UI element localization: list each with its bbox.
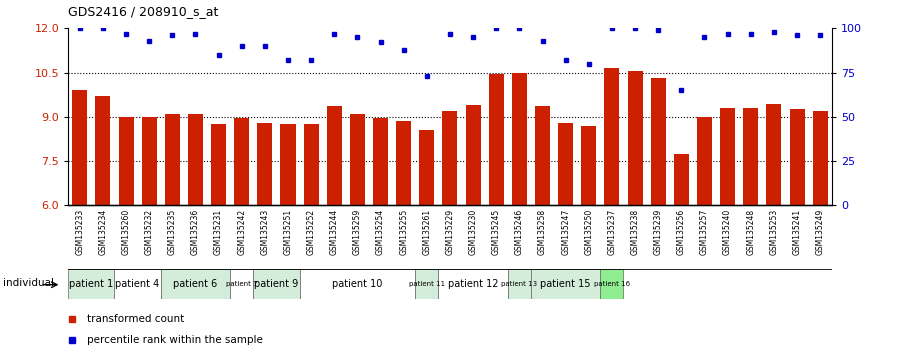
Bar [72, 90, 87, 205]
Text: GSM135249: GSM135249 [815, 209, 824, 255]
Bar [188, 114, 203, 205]
Text: patient 4: patient 4 [115, 279, 160, 289]
Bar [373, 118, 388, 205]
Text: GSM135253: GSM135253 [769, 209, 778, 255]
Bar [604, 68, 619, 205]
Bar [508, 269, 531, 299]
Text: GSM135238: GSM135238 [631, 209, 640, 255]
Bar [415, 269, 438, 299]
Bar [396, 121, 411, 205]
Bar [235, 118, 249, 205]
Text: GSM135237: GSM135237 [607, 209, 616, 255]
Text: GSM135233: GSM135233 [75, 209, 85, 255]
Text: GSM135251: GSM135251 [284, 209, 293, 255]
Text: GSM135232: GSM135232 [145, 209, 154, 255]
Text: transformed count: transformed count [87, 314, 185, 324]
Text: GDS2416 / 208910_s_at: GDS2416 / 208910_s_at [68, 5, 218, 18]
Text: patient 11: patient 11 [409, 281, 445, 287]
Text: GSM135234: GSM135234 [98, 209, 107, 255]
Bar [512, 73, 527, 205]
Bar [581, 126, 596, 205]
Bar [600, 269, 624, 299]
Text: percentile rank within the sample: percentile rank within the sample [87, 335, 263, 345]
Text: GSM135229: GSM135229 [445, 209, 454, 255]
Text: patient 12: patient 12 [448, 279, 498, 289]
Bar [68, 269, 115, 299]
Bar [161, 269, 230, 299]
Bar [651, 79, 665, 205]
Text: GSM135252: GSM135252 [306, 209, 315, 255]
Bar [211, 124, 226, 205]
Bar [230, 269, 254, 299]
Bar [535, 107, 550, 205]
Bar [257, 123, 273, 205]
Bar [443, 111, 457, 205]
Text: GSM135246: GSM135246 [514, 209, 524, 255]
Text: GSM135261: GSM135261 [423, 209, 431, 255]
Text: GSM135241: GSM135241 [793, 209, 802, 255]
Text: patient 16: patient 16 [594, 281, 630, 287]
Text: GSM135236: GSM135236 [191, 209, 200, 255]
Text: GSM135254: GSM135254 [376, 209, 385, 255]
Bar [790, 109, 804, 205]
Text: GSM135257: GSM135257 [700, 209, 709, 255]
Bar [115, 269, 161, 299]
Text: GSM135244: GSM135244 [330, 209, 339, 255]
Text: GSM135260: GSM135260 [122, 209, 131, 255]
Bar [300, 269, 415, 299]
Text: patient 10: patient 10 [332, 279, 383, 289]
Text: GSM135248: GSM135248 [746, 209, 755, 255]
Bar [165, 114, 180, 205]
Text: GSM135240: GSM135240 [724, 209, 732, 255]
Text: GSM135242: GSM135242 [237, 209, 246, 255]
Bar [326, 107, 342, 205]
Text: patient 1: patient 1 [69, 279, 114, 289]
Bar [419, 130, 435, 205]
Bar [438, 269, 508, 299]
Bar [744, 108, 758, 205]
Text: GSM135245: GSM135245 [492, 209, 501, 255]
Text: GSM135230: GSM135230 [469, 209, 477, 255]
Text: GSM135235: GSM135235 [168, 209, 176, 255]
Bar [350, 114, 365, 205]
Bar [142, 117, 156, 205]
Bar [627, 71, 643, 205]
Text: GSM135256: GSM135256 [677, 209, 685, 255]
Bar [531, 269, 600, 299]
Bar [674, 154, 689, 205]
Bar [95, 96, 110, 205]
Text: GSM135255: GSM135255 [399, 209, 408, 255]
Text: GSM135231: GSM135231 [215, 209, 223, 255]
Bar [304, 124, 319, 205]
Bar [766, 104, 782, 205]
Text: patient 7: patient 7 [226, 281, 257, 287]
Bar [813, 111, 828, 205]
Text: GSM135247: GSM135247 [561, 209, 570, 255]
Bar [281, 124, 295, 205]
Text: patient 9: patient 9 [255, 279, 298, 289]
Bar [254, 269, 300, 299]
Text: patient 13: patient 13 [501, 281, 537, 287]
Text: GSM135259: GSM135259 [353, 209, 362, 255]
Text: GSM135258: GSM135258 [538, 209, 547, 255]
Bar [697, 117, 712, 205]
Bar [558, 123, 574, 205]
Text: individual: individual [3, 278, 54, 287]
Text: GSM135250: GSM135250 [584, 209, 594, 255]
Text: GSM135243: GSM135243 [260, 209, 269, 255]
Text: patient 15: patient 15 [540, 279, 591, 289]
Text: patient 6: patient 6 [174, 279, 217, 289]
Bar [720, 108, 735, 205]
Bar [489, 74, 504, 205]
Bar [465, 105, 481, 205]
Bar [118, 117, 134, 205]
Text: GSM135239: GSM135239 [654, 209, 663, 255]
